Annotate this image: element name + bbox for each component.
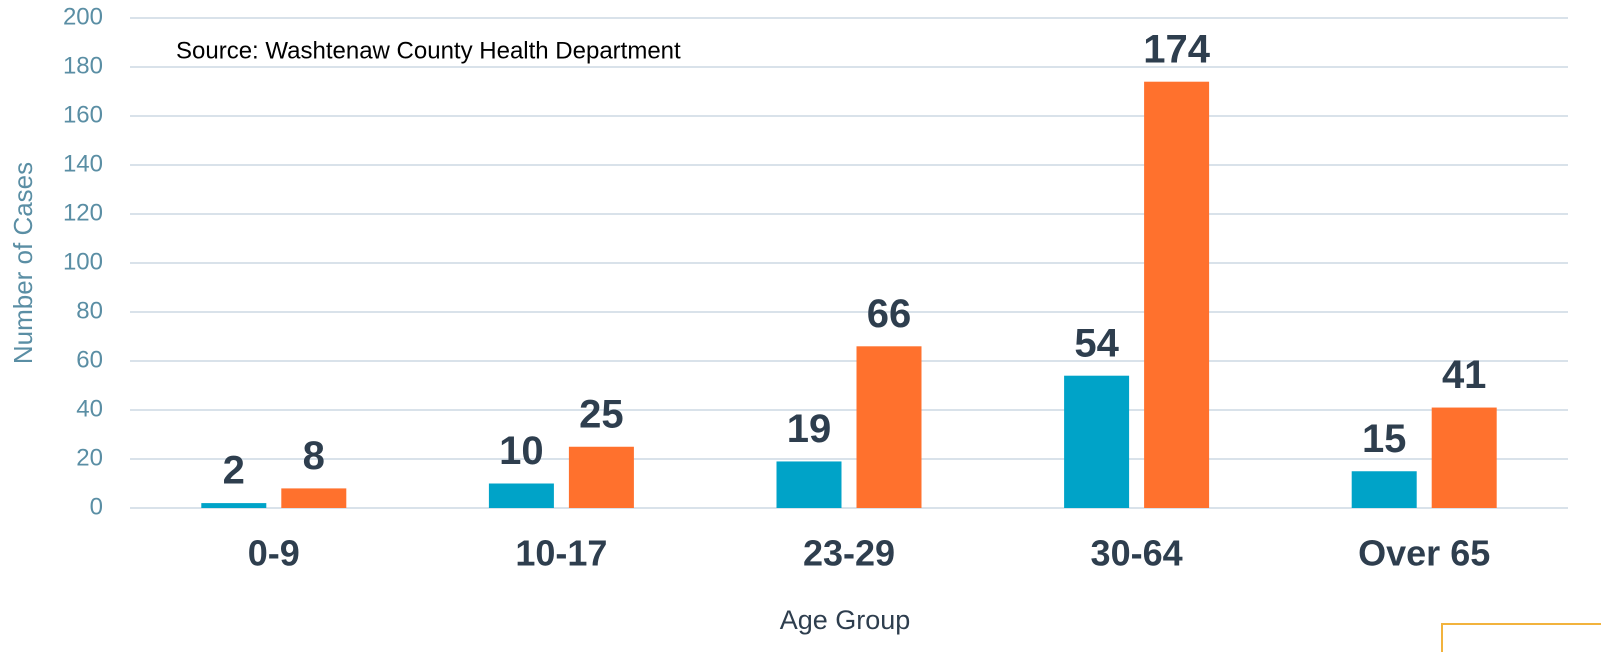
x-tick-label: 23-29 (803, 533, 895, 574)
y-tick-label: 20 (76, 444, 103, 471)
bar (1144, 81, 1210, 508)
x-tick-label: 0-9 (248, 533, 300, 574)
bar (1431, 407, 1497, 508)
value-label: 19 (787, 407, 832, 451)
x-tick-label: 30-64 (1091, 533, 1183, 574)
value-label: 54 (1074, 321, 1119, 365)
bar (856, 346, 922, 508)
annotation: Source: Washtenaw County Health Departme… (176, 37, 681, 64)
y-tick-label: 180 (63, 52, 103, 79)
x-tick-label: 10-17 (515, 533, 607, 574)
y-tick-label: 40 (76, 395, 103, 422)
bar (281, 488, 347, 508)
value-label: 174 (1143, 27, 1210, 71)
decoration (1441, 623, 1601, 652)
x-tick-label: Over 65 (1358, 533, 1490, 574)
y-tick-label: 100 (63, 248, 103, 275)
value-label: 15 (1362, 417, 1407, 461)
value-label: 8 (303, 434, 325, 478)
value-label: 25 (579, 392, 624, 436)
value-label: 2 (223, 449, 245, 493)
bar (776, 461, 842, 508)
bar (1351, 471, 1417, 508)
bar (1064, 375, 1130, 508)
bar (488, 483, 554, 508)
y-axis-label: Number of Cases (8, 162, 38, 364)
bar (201, 503, 267, 508)
y-tick-label: 60 (76, 346, 103, 373)
value-label: 66 (867, 292, 912, 336)
y-tick-label: 0 (90, 493, 103, 520)
value-label: 10 (499, 429, 544, 473)
x-axis-label: Age Group (780, 605, 911, 635)
y-tick-label: 160 (63, 101, 103, 128)
y-tick-label: 140 (63, 150, 103, 177)
bar (568, 446, 634, 508)
y-tick-label: 80 (76, 297, 103, 324)
y-tick-label: 200 (63, 3, 103, 30)
value-label: 41 (1442, 353, 1487, 397)
y-tick-label: 120 (63, 199, 103, 226)
